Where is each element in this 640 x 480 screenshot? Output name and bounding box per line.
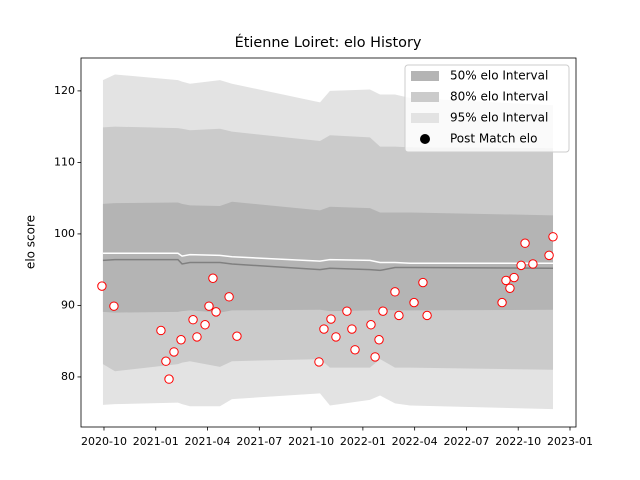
match-point [204,301,214,311]
match-point [516,260,526,271]
x-tick-label: 2022-01 [340,435,386,448]
y-tick-label: 110 [54,155,75,168]
match-point [176,335,186,345]
x-tick-label: 2021-10 [288,435,334,448]
match-point [347,324,357,334]
match-point [394,310,404,321]
x-tick-label: 2021-07 [236,435,282,448]
match-point [169,347,179,357]
x-tick-label: 2022-04 [392,435,438,448]
match-point [164,374,174,384]
match-point [390,287,400,297]
match-point [156,325,166,336]
legend-swatch [411,92,439,102]
legend-label: 50% elo Interval [450,69,548,83]
match-point [528,259,538,269]
match-point [314,357,324,367]
elo-line [102,252,554,264]
match-point [422,310,432,321]
x-tick-label: 2023-01 [547,435,593,448]
match-point [109,301,119,311]
match-point [319,324,329,334]
match-point [161,356,171,366]
match-point [520,238,530,248]
y-tick-label: 100 [54,227,75,240]
match-point [326,314,336,324]
match-point [188,315,198,325]
y-tick-label: 90 [61,298,75,311]
interval-band [102,201,554,313]
match-point [331,332,341,342]
match-point [192,332,202,342]
y-tick-label: 80 [61,370,75,383]
legend: 50% elo Interval 80% elo Interval 95% elo … [404,64,570,153]
match-point [418,277,428,288]
match-point [342,306,352,316]
x-tick-label: 2022-07 [443,435,489,448]
match-point [350,345,360,355]
match-point [501,275,511,286]
match-point [370,352,380,362]
match-point [224,292,234,302]
legend-label: 80% elo Interval [450,90,548,104]
legend-label: 95% elo Interval [450,111,548,125]
elo-line [102,258,554,272]
legend-marker [420,134,430,144]
match-point [208,273,218,283]
legend-box [404,64,570,153]
match-point [374,335,384,345]
match-point [509,272,519,283]
x-tick-label: 2022-10 [495,435,541,448]
match-point [378,306,388,316]
match-point [548,232,558,242]
match-point [97,281,107,291]
legend-swatch [411,71,439,81]
match-point [544,250,554,261]
match-point [211,307,221,317]
x-tick-label: 2021-04 [185,435,231,448]
match-point [200,320,210,330]
x-tick-label: 2021-01 [133,435,179,448]
x-tick-label: 2020-10 [81,435,127,448]
chart-title: Étienne Loiret: elo History [235,34,422,51]
y-tick-label: 120 [54,84,75,97]
match-point [505,283,515,293]
legend-swatch [411,113,439,123]
match-point [497,297,507,308]
match-point [366,320,376,330]
y-axis-label: elo score [24,215,38,269]
legend-label: Post Match elo [450,132,537,146]
match-point [409,297,419,308]
match-point [232,331,242,341]
plot-frame [80,57,577,428]
